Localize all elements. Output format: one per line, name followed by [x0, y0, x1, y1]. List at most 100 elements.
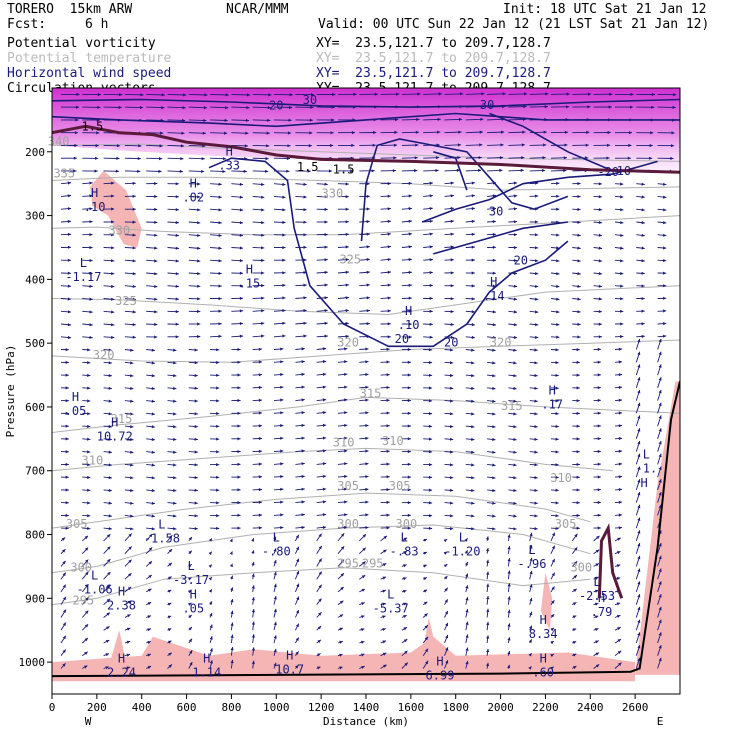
circulation-vector — [423, 360, 433, 365]
circulation-vector — [593, 386, 601, 390]
circulation-vector — [486, 635, 490, 644]
circulation-vector — [508, 233, 518, 237]
circulation-vector — [401, 258, 412, 262]
circulation-vector — [251, 573, 255, 580]
circulation-vector — [487, 488, 496, 493]
extremum-value: -1.58 — [144, 532, 180, 546]
circulation-vector — [572, 373, 580, 377]
circulation-vector — [636, 271, 645, 275]
circulation-vector — [231, 271, 244, 275]
circulation-vector — [550, 586, 555, 593]
circulation-vector — [252, 284, 265, 288]
extremum-type: H — [72, 390, 79, 404]
pv-tropopause-line — [52, 124, 680, 174]
circulation-vector — [423, 386, 433, 390]
theta-label: 325 — [115, 294, 137, 308]
extremum-type: L — [643, 447, 650, 461]
circulation-vector — [380, 207, 391, 211]
circulation-vector — [593, 535, 600, 542]
circulation-vector — [167, 628, 172, 632]
circulation-vector — [359, 182, 370, 186]
circulation-vector — [572, 143, 589, 147]
circulation-vector — [124, 425, 134, 429]
circulation-vector — [657, 195, 667, 199]
wind-speed-contour — [433, 221, 569, 255]
circulation-vector — [401, 207, 412, 211]
circulation-vector — [423, 335, 433, 339]
circulation-vector — [60, 360, 69, 364]
circulation-vector — [273, 487, 284, 491]
circulation-vector — [252, 360, 263, 364]
extremum-value: 2.38 — [107, 599, 136, 613]
circulation-vector — [124, 361, 134, 365]
circulation-vector — [295, 296, 307, 300]
x-tick-label: 1800 — [442, 701, 469, 714]
circulation-vector — [593, 500, 601, 505]
circulation-vector — [295, 651, 299, 656]
theta-contour — [52, 285, 680, 316]
circulation-vector — [614, 500, 623, 504]
circulation-vector — [103, 386, 112, 390]
circulation-vector — [252, 437, 263, 441]
circulation-vector — [508, 297, 518, 301]
circulation-vector — [550, 463, 559, 467]
circulation-vector — [316, 525, 327, 530]
circulation-vector — [81, 571, 89, 580]
circulation-vector — [635, 453, 641, 465]
circulation-vector — [273, 513, 284, 517]
circulation-vector — [103, 626, 110, 631]
circulation-vector — [550, 194, 560, 198]
circulation-vector — [657, 644, 662, 656]
y-tick-label: 200 — [25, 146, 45, 159]
circulation-vector — [508, 412, 517, 416]
y-axis-label: Pressure (hPa) — [4, 345, 17, 438]
wind-speed-contour — [208, 157, 569, 348]
circulation-vector — [487, 335, 497, 339]
pv-shading-blob — [540, 572, 553, 631]
circulation-vector — [572, 118, 590, 122]
theta-label: 310 — [382, 434, 404, 448]
theta-label: 310 — [550, 471, 572, 485]
circulation-vector — [359, 424, 369, 428]
circulation-vector — [614, 284, 624, 288]
circulation-vector — [209, 612, 213, 618]
circulation-vector — [550, 220, 560, 224]
extremum-type: H — [203, 652, 210, 666]
circulation-vector — [146, 169, 162, 173]
circulation-vector — [444, 232, 454, 236]
circulation-vector — [635, 428, 641, 439]
circulation-vector — [423, 348, 433, 352]
circulation-vector — [657, 93, 677, 97]
circulation-vector — [636, 195, 645, 199]
wind-speed-contour — [421, 160, 658, 223]
circulation-vector — [380, 411, 390, 415]
circulation-vector — [295, 271, 307, 275]
circulation-vector — [210, 386, 220, 390]
circulation-vector — [657, 581, 662, 593]
circulation-vector — [487, 348, 496, 352]
circulation-vector — [188, 169, 205, 173]
circulation-vector — [146, 450, 155, 454]
circulation-vector — [231, 195, 244, 199]
circulation-vector — [508, 156, 525, 160]
circulation-vector — [508, 258, 518, 263]
circulation-vector — [380, 513, 390, 517]
circulation-vector — [529, 143, 547, 147]
x-end-east: E — [657, 715, 664, 728]
circulation-vector — [529, 130, 547, 134]
circulation-vector — [614, 436, 623, 441]
circulation-vector — [231, 488, 241, 492]
circulation-vector — [465, 463, 475, 467]
circulation-vector — [550, 572, 555, 580]
circulation-vector — [146, 131, 164, 135]
circulation-vector — [146, 144, 163, 148]
circulation-vector — [316, 639, 322, 644]
circulation-vector — [146, 118, 164, 122]
circulation-vector — [316, 360, 327, 364]
circulation-vector — [423, 271, 433, 275]
circulation-vector — [401, 156, 418, 160]
circulation-vector — [507, 570, 511, 580]
circulation-vector — [210, 360, 220, 365]
circulation-vector — [167, 664, 173, 669]
circulation-vector — [337, 360, 348, 364]
